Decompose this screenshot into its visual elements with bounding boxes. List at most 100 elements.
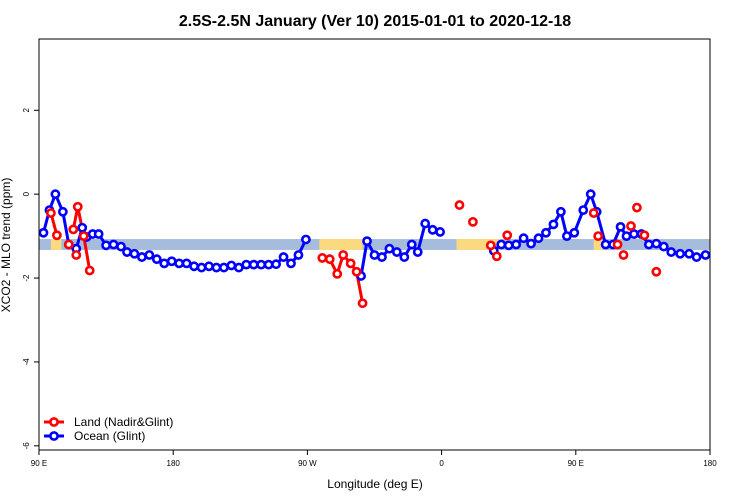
ocean-point-21 bbox=[181, 258, 192, 269]
x-tick-label-4: 90 E bbox=[568, 459, 584, 468]
ocean-point-75 bbox=[675, 248, 686, 259]
legend-ocean-label: Ocean (Glint) bbox=[74, 429, 145, 443]
land-point-27 bbox=[651, 266, 662, 277]
land-point-2 bbox=[68, 224, 79, 235]
ocean-point-76 bbox=[684, 248, 695, 259]
ocean-point-16 bbox=[144, 250, 155, 260]
land-point-19 bbox=[502, 230, 513, 241]
land-point-16 bbox=[468, 216, 478, 227]
legend: Land (Nadir&Glint)Ocean (Glint) bbox=[44, 415, 173, 443]
ocean-point-30 bbox=[248, 259, 259, 270]
land-point-25 bbox=[632, 202, 642, 213]
land-point-10 bbox=[332, 268, 343, 279]
ocean-point-33 bbox=[271, 259, 281, 270]
ocean-point-63 bbox=[585, 189, 596, 200]
land-point-3 bbox=[72, 201, 83, 212]
legend-land-label: Land (Nadir&Glint) bbox=[74, 415, 173, 429]
land-point-23 bbox=[618, 250, 629, 260]
ocean-point-34 bbox=[278, 252, 289, 262]
land-point-26 bbox=[639, 230, 650, 241]
reference-band bbox=[39, 239, 710, 250]
ocean-point-27 bbox=[226, 260, 237, 271]
ocean-point-29 bbox=[241, 259, 252, 270]
ocean-point-39 bbox=[362, 236, 372, 247]
ocean-point-23 bbox=[196, 262, 207, 273]
ocean-point-59 bbox=[555, 206, 566, 217]
band-ocean bbox=[39, 239, 710, 250]
ocean-point-53 bbox=[511, 239, 522, 250]
land-point-20 bbox=[588, 208, 599, 218]
land-point-21 bbox=[593, 231, 604, 242]
legend-land-marker bbox=[49, 417, 59, 427]
land-point-15 bbox=[454, 200, 465, 210]
land-point-17 bbox=[485, 240, 496, 251]
y-tick-label-1: 0 bbox=[22, 191, 31, 196]
land-point-5 bbox=[84, 265, 95, 276]
ocean-point-17 bbox=[151, 254, 162, 265]
ocean-point-35 bbox=[286, 258, 296, 269]
land-point-24 bbox=[626, 221, 636, 231]
land-point-14 bbox=[357, 298, 368, 309]
ocean-point-26 bbox=[218, 262, 229, 273]
ocean-point-57 bbox=[541, 227, 551, 238]
land-point-18 bbox=[491, 251, 502, 262]
ocean-point-36 bbox=[293, 250, 304, 260]
land-point-1 bbox=[51, 230, 62, 241]
ocean-point-62 bbox=[578, 205, 589, 216]
ocean-point-13 bbox=[122, 247, 132, 257]
ocean-point-45 bbox=[406, 239, 417, 250]
ocean-point-24 bbox=[204, 261, 214, 272]
land-point-6 bbox=[63, 239, 74, 250]
plot-frame bbox=[38, 38, 711, 451]
ocean-point-6 bbox=[77, 222, 88, 233]
ocean-point-49 bbox=[435, 227, 446, 237]
ocean-point-60 bbox=[561, 231, 572, 242]
x-axis-label: Longitude (deg E) bbox=[327, 477, 422, 491]
ocean-point-55 bbox=[526, 238, 536, 249]
ocean-point-44 bbox=[399, 252, 410, 262]
x-tick-label-1: 180 bbox=[167, 459, 181, 468]
ocean-point-61 bbox=[569, 227, 580, 238]
land-point-9 bbox=[324, 254, 335, 265]
y-tick-label-4: -6 bbox=[22, 442, 31, 450]
ocean-point-28 bbox=[233, 262, 244, 273]
ocean-point-31 bbox=[256, 259, 267, 270]
x-tick-label-5: 180 bbox=[703, 459, 717, 468]
ocean-point-69 bbox=[629, 229, 639, 239]
ocean-point-15 bbox=[136, 252, 147, 262]
x-tick-label-3: 0 bbox=[439, 459, 444, 468]
ocean-point-47 bbox=[420, 218, 431, 229]
x-tick-label-0: 90 E bbox=[31, 459, 47, 468]
ocean-point-14 bbox=[129, 248, 140, 259]
ocean-point-22 bbox=[189, 261, 199, 272]
band-land-segment-3 bbox=[593, 239, 603, 250]
ocean-point-71 bbox=[643, 239, 654, 250]
ocean-point-32 bbox=[263, 259, 274, 270]
ocean-point-10 bbox=[101, 240, 111, 251]
ocean-point-68 bbox=[621, 231, 632, 242]
land-point-0 bbox=[46, 208, 56, 218]
ocean-point-48 bbox=[427, 224, 438, 235]
ocean-point-77 bbox=[691, 252, 702, 262]
y-axis: 2 0 -2 -4 -6 bbox=[22, 108, 39, 450]
ocean-point-42 bbox=[384, 243, 395, 254]
y-axis-label: XCO2 - MLO trend (ppm) bbox=[0, 178, 13, 313]
ocean-point-43 bbox=[391, 247, 402, 257]
ocean-point-20 bbox=[174, 258, 185, 269]
ocean-point-78 bbox=[700, 250, 711, 260]
ocean-point-37 bbox=[301, 234, 311, 245]
ocean-point-74 bbox=[666, 247, 677, 257]
ocean-point-56 bbox=[533, 233, 544, 244]
ocean-point-72 bbox=[651, 238, 662, 249]
land-line-1 bbox=[71, 205, 92, 271]
ocean-point-2 bbox=[50, 189, 61, 200]
y-tick-label-2: -2 bbox=[22, 274, 31, 282]
ocean-point-11 bbox=[108, 239, 119, 250]
series-points bbox=[38, 189, 711, 309]
land-point-22 bbox=[612, 239, 623, 250]
ocean-point-0 bbox=[38, 227, 49, 238]
ocean-point-54 bbox=[518, 233, 529, 244]
land-point-8 bbox=[317, 253, 328, 263]
ocean-point-25 bbox=[211, 262, 222, 273]
ocean-point-12 bbox=[116, 241, 126, 252]
